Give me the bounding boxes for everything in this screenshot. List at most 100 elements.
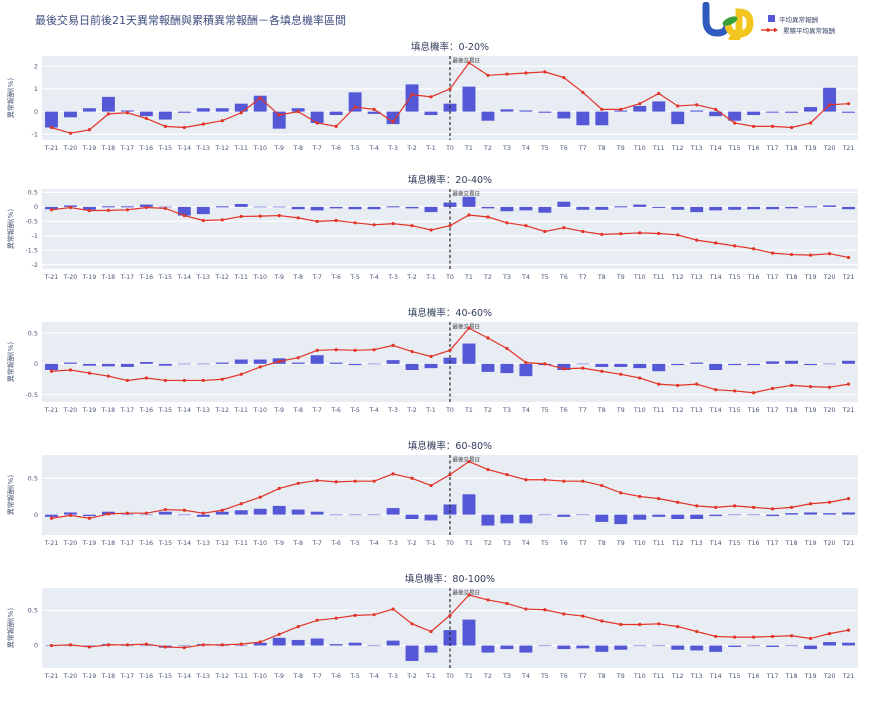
line-marker[interactable] (581, 614, 585, 618)
bar[interactable] (196, 363, 210, 365)
line-marker[interactable] (391, 222, 395, 226)
bar[interactable] (443, 504, 457, 515)
bar[interactable] (709, 363, 723, 370)
bar[interactable] (481, 645, 495, 653)
line-marker[interactable] (695, 629, 699, 634)
line-marker[interactable] (163, 124, 167, 128)
bar[interactable] (424, 363, 438, 369)
line-marker[interactable] (410, 622, 414, 626)
bar[interactable] (614, 110, 628, 112)
line-marker[interactable] (239, 214, 243, 219)
line-marker[interactable] (391, 343, 395, 347)
line-marker[interactable] (277, 113, 281, 117)
bar[interactable] (823, 513, 836, 515)
bar[interactable] (386, 360, 400, 364)
bar[interactable] (500, 109, 514, 112)
line-marker[interactable] (277, 486, 281, 491)
line-marker[interactable] (182, 378, 186, 383)
line-marker[interactable] (808, 253, 813, 257)
line-marker[interactable] (771, 634, 775, 639)
line-marker[interactable] (733, 244, 737, 248)
bar[interactable] (576, 645, 590, 649)
bar[interactable] (766, 206, 780, 210)
line-marker[interactable] (448, 87, 452, 91)
line-marker[interactable] (106, 112, 111, 116)
line-marker[interactable] (524, 478, 528, 482)
line-marker[interactable] (676, 233, 680, 237)
line-marker[interactable] (334, 124, 338, 128)
bar[interactable] (386, 111, 400, 125)
line-marker[interactable] (657, 497, 661, 501)
line-marker[interactable] (752, 247, 756, 251)
bar[interactable] (405, 645, 419, 661)
bar[interactable] (728, 514, 742, 516)
line-marker[interactable] (163, 645, 167, 649)
bar[interactable] (804, 363, 818, 366)
line-marker[interactable] (581, 229, 585, 234)
line-marker[interactable] (467, 593, 471, 597)
bar[interactable] (690, 362, 704, 364)
bar[interactable] (766, 645, 780, 647)
bar[interactable] (804, 512, 818, 515)
bar[interactable] (348, 363, 362, 366)
bar[interactable] (82, 108, 96, 112)
bar[interactable] (64, 362, 77, 364)
bar[interactable] (177, 111, 191, 113)
line-marker[interactable] (49, 125, 54, 130)
line-marker[interactable] (657, 91, 661, 96)
line-marker[interactable] (733, 389, 737, 393)
line-marker[interactable] (505, 601, 509, 606)
line-marker[interactable] (372, 479, 376, 483)
line-marker[interactable] (296, 216, 300, 220)
line-marker[interactable] (657, 622, 661, 626)
line-marker[interactable] (657, 231, 661, 236)
line-marker[interactable] (68, 205, 73, 210)
bar[interactable] (481, 514, 495, 526)
line-marker[interactable] (49, 208, 54, 212)
line-marker[interactable] (752, 505, 756, 509)
bar[interactable] (481, 111, 495, 121)
bar[interactable] (45, 206, 58, 210)
line-marker[interactable] (277, 213, 281, 218)
line-marker[interactable] (258, 96, 262, 100)
line-marker[interactable] (106, 643, 111, 647)
line-marker[interactable] (467, 459, 471, 464)
bar[interactable] (120, 110, 134, 112)
line-marker[interactable] (372, 348, 376, 352)
bar[interactable] (766, 111, 780, 113)
line-marker[interactable] (771, 124, 775, 128)
line-marker[interactable] (543, 478, 547, 482)
line-marker[interactable] (201, 511, 205, 515)
line-marker[interactable] (448, 613, 452, 617)
bar[interactable] (367, 644, 381, 647)
line-marker[interactable] (372, 107, 376, 111)
line-marker[interactable] (638, 376, 642, 380)
line-marker[interactable] (87, 209, 92, 213)
bar[interactable] (747, 363, 761, 366)
bar[interactable] (785, 644, 799, 647)
bar[interactable] (785, 360, 799, 364)
line-marker[interactable] (125, 378, 129, 383)
bar[interactable] (671, 645, 685, 650)
line-marker[interactable] (410, 224, 414, 228)
bar[interactable] (728, 111, 742, 121)
line-marker[interactable] (201, 643, 205, 647)
bar[interactable] (842, 206, 855, 210)
bar[interactable] (671, 111, 685, 125)
line-marker[interactable] (239, 111, 243, 115)
bar[interactable] (443, 202, 457, 207)
bar[interactable] (481, 206, 495, 209)
line-marker[interactable] (827, 103, 832, 107)
line-marker[interactable] (163, 206, 167, 210)
legend-item-line[interactable]: 累積平均異常報酬 (760, 24, 835, 35)
bar[interactable] (557, 111, 571, 119)
bar[interactable] (272, 111, 286, 129)
line-marker[interactable] (524, 361, 528, 365)
line-marker[interactable] (695, 238, 699, 242)
bar[interactable] (557, 201, 571, 207)
line-marker[interactable] (353, 479, 357, 483)
bar[interactable] (196, 108, 210, 112)
bar[interactable] (747, 206, 761, 210)
line-marker[interactable] (486, 215, 490, 219)
line-marker[interactable] (410, 476, 414, 480)
